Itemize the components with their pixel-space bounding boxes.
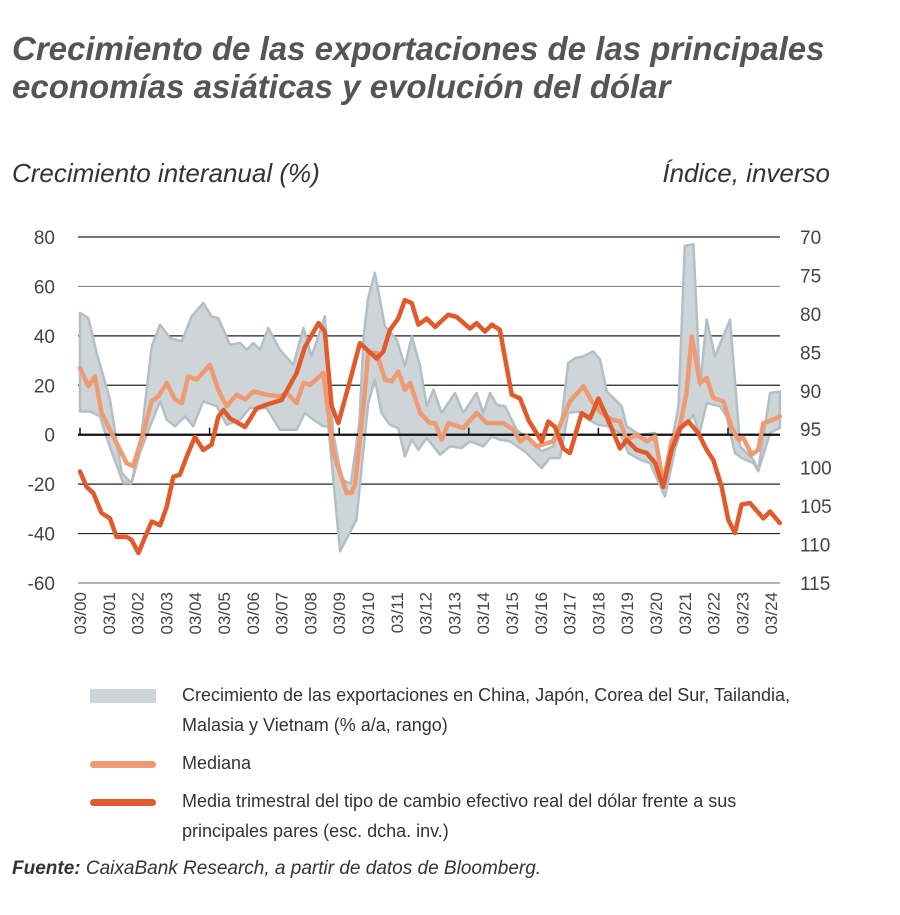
y2-tick-label: 100 (800, 459, 832, 480)
x-tick-label: 03/24 (762, 592, 781, 635)
x-tick-label: 03/01 (100, 592, 119, 635)
y2-tick-label: 80 (800, 305, 821, 326)
median-line (77, 334, 783, 496)
x-tick-label: 03/20 (647, 592, 666, 635)
x-tick-label: 03/00 (71, 592, 90, 635)
chart: 80 60 40 20 0 -20 -40 -60 70 75 80 85 90 95 100 105 110 1… (28, 228, 832, 635)
x-tick-label: 03/08 (301, 592, 320, 635)
y2-tick-label: 105 (800, 497, 832, 518)
legend-swatch-band (90, 689, 156, 703)
legend: Crecimiento de las exportaciones en Chin… (90, 680, 810, 854)
x-tick-label: 03/18 (589, 592, 608, 635)
x-tick-label: 03/13 (445, 592, 464, 635)
legend-item-band: Crecimiento de las exportaciones en Chin… (90, 680, 810, 740)
x-tick-label: 03/14 (474, 592, 493, 635)
x-tick-label: 03/21 (676, 592, 695, 635)
y2-tick-label: 90 (800, 382, 821, 403)
y-tick-label: -60 (28, 574, 55, 595)
chart-title: Crecimiento de las exportaciones de las … (12, 30, 825, 105)
source-text: CaixaBank Research, a partir de datos de… (85, 858, 542, 879)
y2-tick-label: 115 (800, 574, 830, 595)
x-tick-label: 03/02 (129, 592, 148, 635)
left-axis-title: Crecimiento interanual (%) (12, 158, 320, 188)
x-tick-label: 03/23 (733, 592, 752, 635)
plot-area (77, 242, 783, 556)
source-label: Fuente: (12, 858, 81, 879)
x-tick-label: 03/17 (561, 592, 580, 635)
x-tick-label: 03/15 (503, 592, 522, 635)
x-tick-label: 03/19 (618, 592, 637, 635)
legend-label-median: Mediana (182, 753, 252, 773)
x-tick-label: 03/03 (157, 592, 176, 635)
y2-tick-label: 75 (800, 266, 821, 287)
x-tick-label: 03/04 (186, 592, 205, 635)
dollar-index-line (77, 297, 783, 556)
legend-swatch-median (90, 761, 156, 768)
y2-tick-label: 70 (800, 228, 821, 249)
legend-swatch-dollar (90, 799, 156, 806)
x-tick-label: 03/12 (417, 592, 436, 635)
x-tick-label: 03/05 (215, 592, 234, 635)
x-tick-label: 03/16 (532, 592, 551, 635)
y-tick-label: -20 (28, 475, 55, 496)
y2-tick-label: 110 (800, 536, 830, 557)
x-tick-label: 03/09 (330, 592, 349, 635)
y-tick-label: 80 (34, 228, 55, 249)
y2-tick-label: 85 (800, 343, 821, 364)
y-tick-label: 20 (34, 376, 55, 397)
y-tick-label: 40 (34, 327, 55, 348)
legend-item-median: Mediana (90, 748, 810, 778)
y2-tick-label: 95 (800, 420, 821, 441)
x-tick-label: 03/07 (273, 592, 292, 635)
right-axis-title: Índice, inverso (662, 158, 830, 188)
y-tick-label: 0 (44, 426, 55, 447)
x-tick-label: 03/06 (244, 592, 263, 635)
y-tick-label: 60 (34, 277, 55, 298)
legend-label-band: Crecimiento de las exportaciones en Chin… (182, 685, 791, 735)
x-tick-label: 03/22 (705, 592, 724, 635)
legend-label-dollar: Media trimestral del tipo de cambio efec… (182, 791, 737, 841)
axes: 80 60 40 20 0 -20 -40 -60 70 75 80 85 90 95 100 105 110 1… (28, 228, 832, 635)
source-note: Fuente: CaixaBank Research, a partir de … (12, 858, 541, 880)
legend-item-dollar: Media trimestral del tipo de cambio efec… (90, 786, 810, 846)
y-tick-label: -40 (28, 525, 55, 546)
x-tick-label: 03/11 (388, 592, 407, 633)
x-tick-label: 03/10 (359, 592, 378, 635)
gridlines (78, 236, 780, 584)
